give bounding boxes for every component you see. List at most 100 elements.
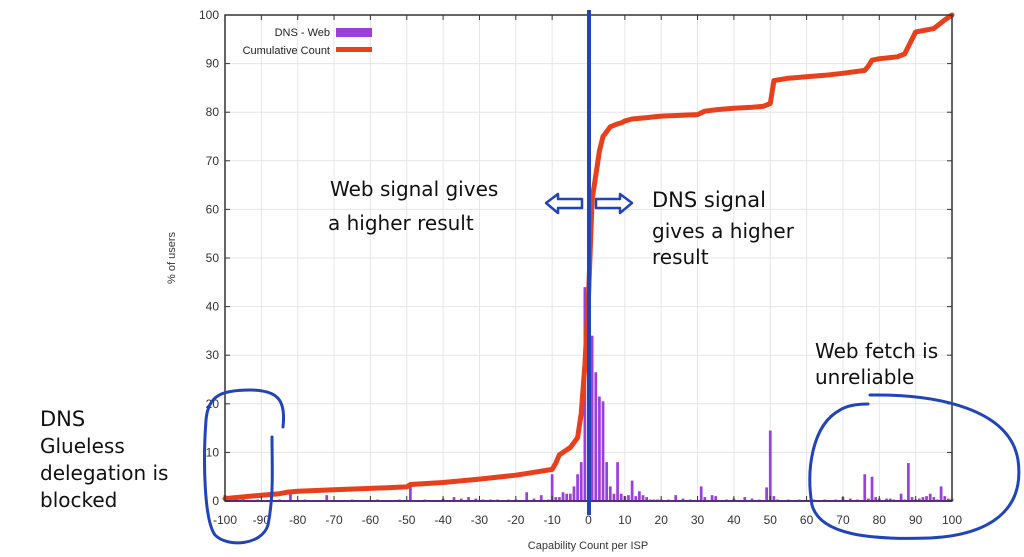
- bar: [867, 498, 870, 501]
- legend-label-cumulative: Cumulative Count: [243, 45, 330, 57]
- bar: [619, 493, 623, 501]
- svg-text:delegation is: delegation is: [40, 461, 168, 485]
- svg-text:blocked: blocked: [40, 488, 117, 512]
- svg-text:gives a higher: gives a higher: [652, 219, 795, 243]
- bar: [532, 498, 536, 501]
- bar: [932, 497, 936, 501]
- y-tick-label: 50: [206, 251, 220, 265]
- annotation-dns-higher: DNS signal gives a higher result: [652, 188, 795, 269]
- bar: [863, 474, 867, 501]
- svg-text:unreliable: unreliable: [815, 365, 914, 389]
- x-tick-label: 30: [691, 513, 705, 527]
- cumulative-count-line: [222, 12, 955, 502]
- bar: [616, 462, 619, 501]
- bar: [743, 497, 747, 501]
- bar: [525, 492, 529, 501]
- x-tick-label: -100: [213, 513, 237, 527]
- x-tick-label: -60: [362, 513, 380, 527]
- bar: [750, 498, 754, 501]
- bar: [474, 498, 478, 501]
- x-tick-label: -30: [471, 513, 489, 527]
- bar: [612, 493, 616, 501]
- x-tick-label: 70: [836, 513, 850, 527]
- bar: [561, 492, 565, 501]
- bar: [572, 486, 576, 501]
- y-tick-label: 10: [206, 445, 220, 459]
- x-tick-label: -70: [325, 513, 343, 527]
- x-tick-label: 50: [764, 513, 778, 527]
- bar: [910, 497, 914, 501]
- bar: [594, 372, 598, 501]
- y-axis-title: % of users: [166, 232, 178, 284]
- annotation-web-higher: Web signal gives a higher result: [328, 177, 498, 235]
- x-tick-label: -20: [507, 513, 525, 527]
- bar: [714, 496, 718, 501]
- bar: [928, 493, 932, 501]
- y-tick-label: 70: [206, 154, 220, 168]
- annotation-web-unreliable: Web fetch is unreliable: [815, 339, 938, 389]
- x-tick-label: 100: [942, 513, 962, 527]
- bar: [568, 493, 572, 501]
- bar: [939, 486, 943, 501]
- bar: [558, 497, 561, 501]
- x-tick-label: -90: [253, 513, 271, 527]
- y-tick-label: 90: [206, 57, 220, 71]
- x-tick-label: 0: [585, 513, 592, 527]
- bar: [608, 486, 612, 501]
- bar: [579, 462, 583, 501]
- bar: [681, 498, 685, 501]
- bar: [627, 495, 630, 501]
- bar: [601, 401, 605, 501]
- legend: DNS - Web Cumulative Count: [243, 27, 372, 57]
- bar: [703, 497, 707, 501]
- svg-text:Web fetch is: Web fetch is: [815, 339, 938, 363]
- bar: [634, 496, 638, 501]
- x-tick-label: 90: [909, 513, 923, 527]
- bar: [565, 493, 569, 501]
- y-tick-label: 80: [206, 105, 220, 119]
- bar: [699, 486, 703, 501]
- bar: [539, 495, 543, 501]
- bar: [921, 497, 925, 501]
- x-tick-label: 10: [618, 513, 632, 527]
- bar: [772, 496, 776, 501]
- legend-swatch-bars: [336, 28, 372, 37]
- bar: [576, 474, 579, 501]
- bar: [848, 498, 852, 501]
- x-tick-label: -80: [289, 513, 307, 527]
- bar: [550, 474, 554, 501]
- svg-text:a higher result: a higher result: [328, 211, 474, 235]
- bar: [765, 487, 768, 501]
- svg-text:Web signal gives: Web signal gives: [330, 177, 498, 201]
- x-tick-label: 20: [655, 513, 669, 527]
- bar: [459, 498, 463, 501]
- bar: [325, 495, 329, 501]
- bar: [888, 498, 892, 501]
- bar: [943, 496, 947, 501]
- x-axis-title: Capability Count per ISP: [528, 540, 648, 552]
- bar: [947, 498, 950, 501]
- bar: [899, 493, 903, 501]
- y-tick-label: 40: [206, 300, 220, 314]
- bar: [289, 493, 292, 501]
- left-arrow-icon: [544, 192, 584, 215]
- x-tick-label: -10: [543, 513, 561, 527]
- bar: [674, 495, 678, 501]
- legend-label-dns-web: DNS - Web: [275, 27, 330, 39]
- bar: [768, 430, 772, 501]
- bar: [598, 396, 601, 501]
- svg-text:DNS signal: DNS signal: [652, 188, 766, 212]
- bar: [925, 496, 928, 501]
- x-tick-label: 60: [800, 513, 814, 527]
- x-tick-label: -50: [398, 513, 416, 527]
- x-tick-label: 80: [873, 513, 887, 527]
- bar: [409, 485, 412, 501]
- bar: [710, 495, 714, 501]
- x-axis-ticks: -100 -90 -80 -70 -60 -50 -40 -30 -20 -10 0 10 20 30 40…: [213, 15, 962, 527]
- bar: [590, 335, 594, 501]
- annotation-dns-glueless: DNS Glueless delegation is blocked: [40, 407, 168, 512]
- legend-swatch-line: [336, 47, 372, 52]
- x-tick-label: 40: [727, 513, 741, 527]
- bar: [870, 476, 874, 501]
